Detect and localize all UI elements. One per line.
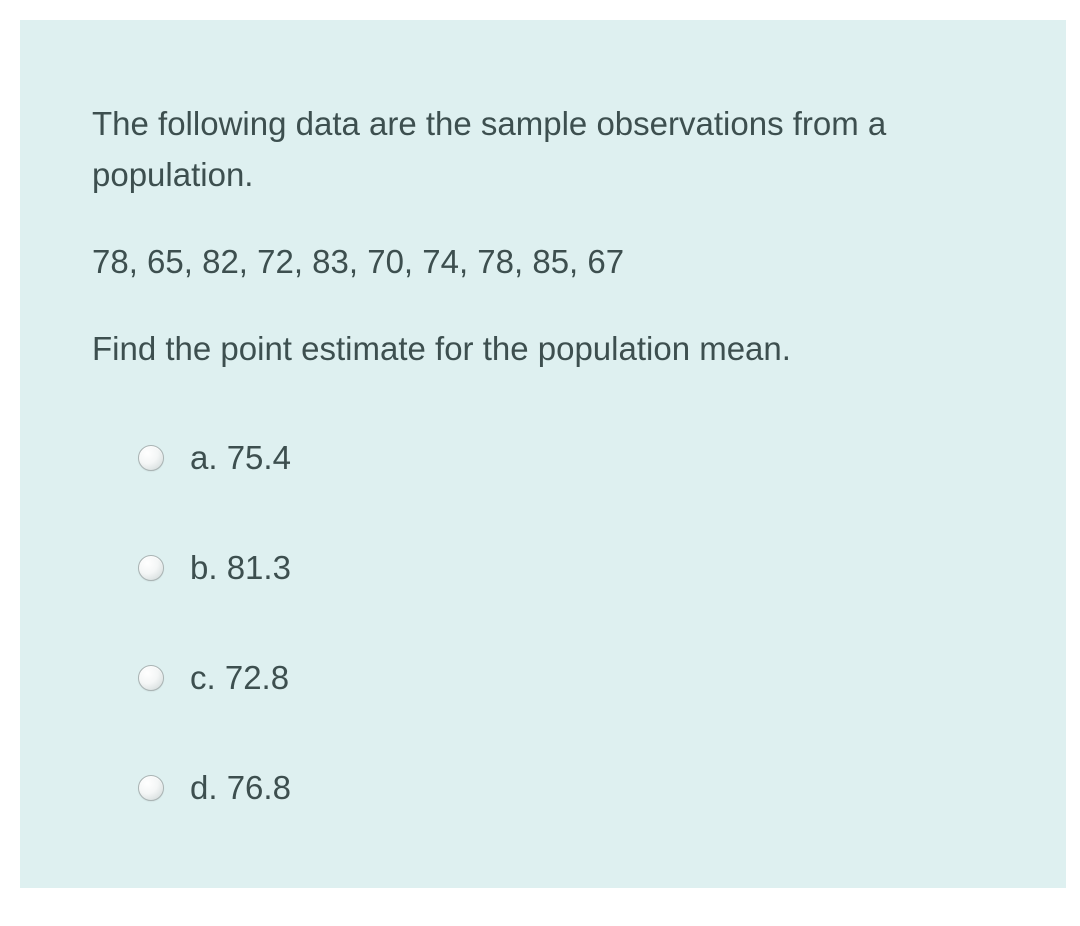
option-c[interactable]: c. 72.8	[138, 659, 994, 697]
radio-icon[interactable]	[138, 555, 164, 581]
option-label: c. 72.8	[190, 659, 289, 697]
options-group: a. 75.4 b. 81.3 c. 72.8 d. 76.8	[92, 439, 994, 807]
radio-icon[interactable]	[138, 665, 164, 691]
question-intro: The following data are the sample observ…	[92, 98, 994, 200]
question-prompt: The following data are the sample observ…	[92, 98, 994, 375]
option-label: b. 81.3	[190, 549, 291, 587]
option-b[interactable]: b. 81.3	[138, 549, 994, 587]
radio-icon[interactable]	[138, 445, 164, 471]
radio-icon[interactable]	[138, 775, 164, 801]
question-data-values: 78, 65, 82, 72, 83, 70, 74, 78, 85, 67	[92, 236, 994, 287]
option-label: a. 75.4	[190, 439, 291, 477]
question-ask: Find the point estimate for the populati…	[92, 323, 994, 374]
question-card: The following data are the sample observ…	[20, 20, 1066, 888]
option-label: d. 76.8	[190, 769, 291, 807]
option-a[interactable]: a. 75.4	[138, 439, 994, 477]
option-d[interactable]: d. 76.8	[138, 769, 994, 807]
